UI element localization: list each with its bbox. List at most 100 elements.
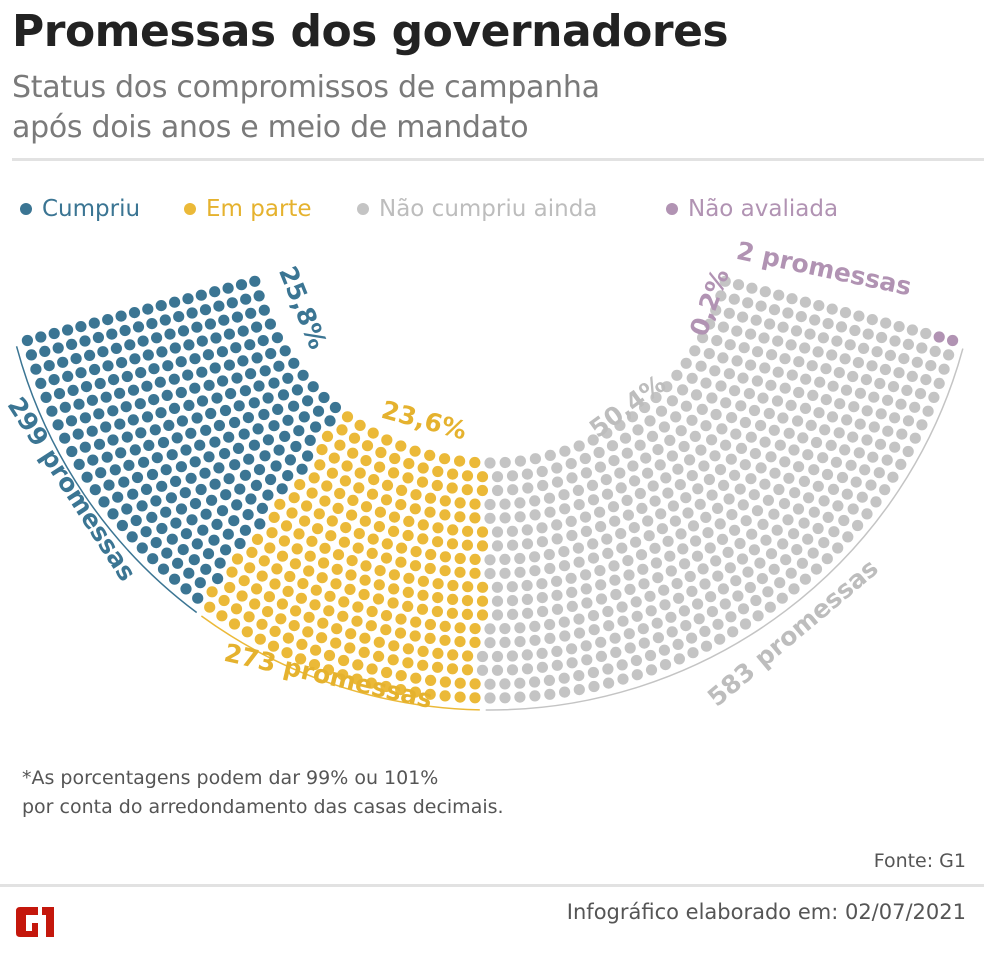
dot-2	[637, 623, 649, 635]
dot-1	[432, 647, 444, 660]
dot-0	[216, 346, 228, 358]
dot-1	[432, 465, 444, 478]
dot-1	[425, 674, 437, 687]
dot-2	[755, 300, 767, 312]
dot-1	[365, 677, 377, 689]
dot-2	[635, 549, 648, 561]
dot-2	[638, 637, 650, 649]
dot-2	[813, 300, 825, 312]
dot-1	[314, 459, 326, 471]
dot-1	[476, 609, 489, 621]
dot-1	[303, 565, 315, 577]
dot-0	[324, 415, 336, 427]
dot-2	[566, 643, 578, 655]
dot-1	[296, 638, 308, 651]
dot-1	[410, 546, 422, 558]
dot-1	[243, 611, 255, 623]
dot-1	[461, 484, 473, 496]
dot-2	[580, 583, 592, 595]
dot-2	[654, 459, 666, 471]
dot-2	[827, 380, 839, 392]
dot-0	[155, 300, 167, 312]
dot-1	[224, 581, 236, 594]
dot-2	[660, 472, 672, 484]
dot-2	[841, 414, 853, 426]
dot-0	[232, 442, 245, 454]
dot-2	[906, 370, 918, 382]
dot-0	[126, 531, 138, 543]
dot-1	[345, 628, 357, 640]
dot-0	[141, 380, 153, 392]
dot-2	[765, 548, 778, 560]
dot-0	[209, 436, 221, 448]
dot-2	[693, 613, 705, 625]
dot-2	[521, 593, 534, 606]
dot-2	[821, 553, 833, 565]
dot-2	[697, 563, 709, 575]
dot-2	[841, 488, 853, 500]
dot-2	[822, 511, 834, 523]
dot-1	[439, 509, 451, 521]
dot-2	[783, 472, 795, 484]
dot-1	[306, 535, 318, 547]
dot-2	[909, 432, 921, 444]
dot-2	[743, 388, 756, 400]
dot-2	[536, 465, 548, 478]
dot-2	[847, 431, 859, 443]
dot-2	[529, 690, 541, 702]
dot-0	[183, 567, 195, 579]
dot-1	[461, 470, 474, 482]
dot-1	[289, 558, 301, 570]
dot-2	[861, 508, 873, 520]
dot-2	[812, 522, 824, 535]
dot-0	[273, 360, 285, 372]
dot-0	[46, 405, 58, 417]
dot-2	[928, 391, 940, 403]
dot-2	[537, 479, 549, 492]
dot-1	[461, 664, 474, 676]
dot-2	[624, 583, 636, 596]
dot-2	[797, 432, 809, 444]
dot-0	[177, 544, 189, 556]
dot-2	[696, 403, 708, 415]
dot-2	[889, 441, 901, 453]
dot-1	[351, 615, 363, 627]
dot-2	[810, 436, 823, 449]
dot-2	[895, 398, 907, 410]
dot-1	[249, 598, 261, 610]
dot-0	[173, 311, 185, 323]
dot-2	[777, 321, 789, 333]
dot-0	[216, 505, 229, 517]
dot-2	[617, 615, 629, 627]
dot-1	[375, 446, 387, 459]
dot-1	[476, 484, 488, 497]
dot-2	[752, 610, 764, 622]
dot-2	[706, 434, 718, 446]
dot-1	[446, 538, 459, 550]
dot-2	[593, 446, 605, 459]
dot-1	[373, 650, 385, 663]
dot-1	[328, 452, 340, 464]
dot-1	[462, 581, 474, 593]
dot-0	[156, 522, 168, 535]
dot-2	[673, 653, 686, 665]
dot-2	[521, 538, 534, 550]
dot-0	[107, 508, 119, 520]
dot-1	[268, 511, 280, 523]
dot-1	[354, 467, 366, 479]
dot-2	[587, 494, 600, 506]
dot-2	[572, 542, 585, 554]
dot-0	[129, 444, 141, 456]
dot-2	[499, 456, 511, 469]
dot-0	[169, 342, 181, 354]
dot-0	[252, 423, 264, 435]
dot-2	[699, 578, 711, 590]
dot-2	[796, 557, 809, 569]
dot-1	[316, 572, 328, 584]
dot-2	[785, 567, 797, 579]
dot-2	[491, 609, 504, 621]
dot-2	[662, 487, 674, 499]
dot-1	[204, 601, 216, 613]
dot-1	[337, 669, 349, 681]
dot-2	[748, 404, 761, 417]
